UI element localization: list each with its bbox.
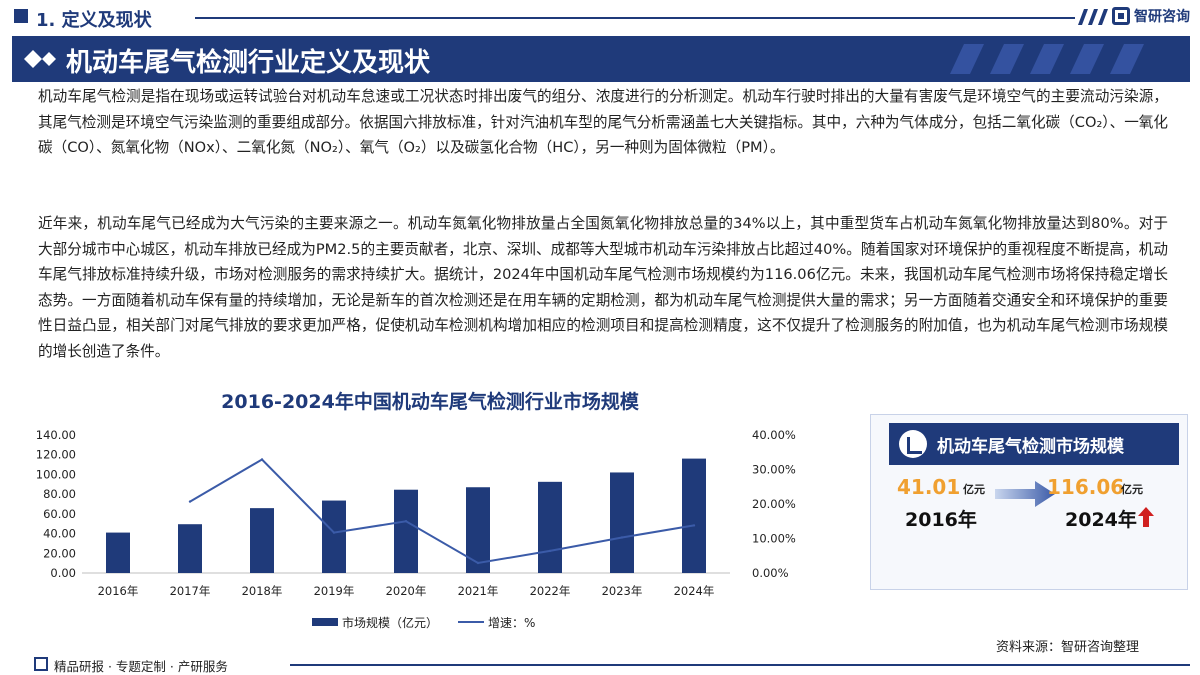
panel-title: 机动车尾气检测市场规模 — [937, 437, 1124, 457]
growth-point-2023年 — [620, 536, 624, 539]
growth-point-2018年 — [260, 458, 264, 461]
legend-line-label: 增速：% — [488, 615, 536, 630]
banner-chevrons-decoration — [950, 44, 1144, 74]
end-unit: 亿元 — [1121, 483, 1143, 496]
growth-arrow-icon — [995, 481, 1055, 507]
up-arrow-icon — [1138, 507, 1154, 527]
bar-2018年 — [250, 508, 274, 573]
bar-2020年 — [394, 489, 418, 573]
x-tick-label: 2019年 — [314, 584, 355, 598]
section-square-icon — [14, 9, 28, 23]
y-left-tick-label: 0.00 — [50, 566, 76, 580]
page-title: 机动车尾气检测行业定义及现状 — [66, 48, 431, 78]
footer-text: 精品研报 · 专题定制 · 产研服务 — [54, 659, 228, 674]
bottom-bar: 精品研报 · 专题定制 · 产研服务 — [0, 655, 1200, 675]
growth-point-2020年 — [404, 520, 408, 523]
start-value: 41.01 — [897, 475, 961, 499]
legend-bar-swatch — [312, 618, 338, 626]
x-tick-label: 2024年 — [674, 584, 715, 598]
y-right-tick-label: 30.00% — [752, 463, 796, 477]
end-year: 2024年 — [1065, 509, 1137, 531]
bar-2024年 — [682, 458, 706, 573]
y-left-tick-label: 120.00 — [36, 448, 76, 462]
chart-legend: 市场规模（亿元） 增速：% — [312, 612, 535, 632]
y-left-tick-label: 40.00 — [43, 527, 76, 541]
chart-badge-icon — [899, 430, 927, 458]
top-bar: 1. 定义及现状 智研咨询 — [0, 0, 1200, 34]
logo-mark-icon — [1112, 7, 1130, 25]
y-left-tick-label: 100.00 — [36, 467, 76, 481]
x-tick-label: 2022年 — [530, 584, 571, 598]
market-size-chart: 0.00 20.00 40.00 60.00 80.00 100.00 120.00 140.… — [36, 428, 796, 598]
diamond-bullet-icon — [24, 50, 56, 68]
y-left-tick-label: 80.00 — [43, 487, 76, 501]
footer-rule — [290, 664, 1190, 666]
end-value: 116.06 — [1047, 475, 1125, 499]
section-title: 1. 定义及现状 — [36, 10, 152, 31]
bar-2021年 — [466, 487, 490, 573]
growth-point-2017年 — [188, 500, 192, 503]
growth-point-2024年 — [692, 524, 696, 527]
x-tick-label: 2016年 — [98, 584, 139, 598]
growth-point-2022年 — [548, 549, 552, 553]
y-right-tick-label: 0.00% — [752, 566, 789, 580]
x-tick-label: 2020年 — [386, 584, 427, 598]
definition-paragraph: 机动车尾气检测是指在现场或运转试验台对机动车怠速或工况状态时排出废气的组分、浓度… — [38, 88, 1168, 156]
bar-2017年 — [178, 524, 202, 573]
x-tick-label: 2021年 — [458, 584, 499, 598]
x-tick-label: 2017年 — [170, 584, 211, 598]
bar-2023年 — [610, 472, 634, 573]
y-right-tick-label: 20.00% — [752, 497, 796, 511]
start-year: 2016年 — [905, 509, 977, 531]
logo-text: 智研咨询 — [1134, 9, 1190, 25]
x-tick-label: 2023年 — [602, 584, 643, 598]
y-left-tick-label: 60.00 — [43, 507, 76, 521]
growth-rate-line — [189, 458, 695, 565]
growth-point-2019年 — [332, 531, 336, 534]
y-left-tick-label: 20.00 — [43, 546, 76, 560]
bar-2016年 — [106, 532, 130, 573]
legend-line-swatch — [458, 621, 485, 623]
header-stripes-decoration — [1078, 9, 1108, 25]
status-paragraph: 近年来，机动车尾气已经成为大气污染的主要来源之一。机动车氮氧化物排放量占全国氮氧… — [38, 215, 1168, 360]
growth-point-2021年 — [476, 561, 480, 565]
chart-title: 2016-2024年中国机动车尾气检测行业市场规模 — [221, 391, 639, 413]
bar-2022年 — [538, 481, 562, 573]
company-logo: 智研咨询 — [1112, 5, 1190, 27]
header-rule — [195, 17, 1075, 19]
footer-logo-icon — [34, 657, 48, 671]
y-right-tick-label: 40.00% — [752, 428, 796, 442]
bar-2019年 — [322, 500, 346, 573]
market-size-summary-panel: 机动车尾气检测市场规模 41.01 亿元 2016年 116.06 亿元 202… — [870, 414, 1188, 590]
y-right-tick-label: 10.00% — [752, 532, 796, 546]
data-source: 资料来源：智研咨询整理 — [996, 640, 1140, 655]
legend-bar-label: 市场规模（亿元） — [342, 615, 439, 630]
y-left-tick-label: 140.00 — [36, 428, 76, 442]
title-banner: 机动车尾气检测行业定义及现状 — [12, 36, 1190, 82]
panel-header: 机动车尾气检测市场规模 — [889, 423, 1179, 465]
start-unit: 亿元 — [963, 483, 985, 496]
x-tick-label: 2018年 — [242, 584, 283, 598]
